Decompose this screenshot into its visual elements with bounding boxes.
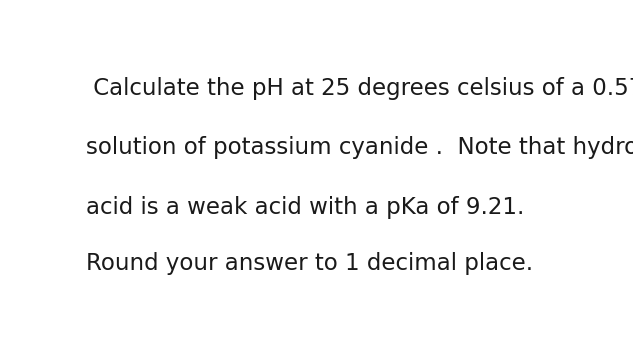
Text: solution of potassium cyanide .  Note that hydrocyanic: solution of potassium cyanide . Note tha…: [87, 136, 633, 159]
Text: Calculate the pH at 25 degrees celsius of a 0.57 M: Calculate the pH at 25 degrees celsius o…: [87, 77, 633, 100]
Text: Round your answer to 1 decimal place.: Round your answer to 1 decimal place.: [87, 252, 534, 275]
Text: acid is a weak acid with a pKa of 9.21.: acid is a weak acid with a pKa of 9.21.: [87, 196, 525, 219]
